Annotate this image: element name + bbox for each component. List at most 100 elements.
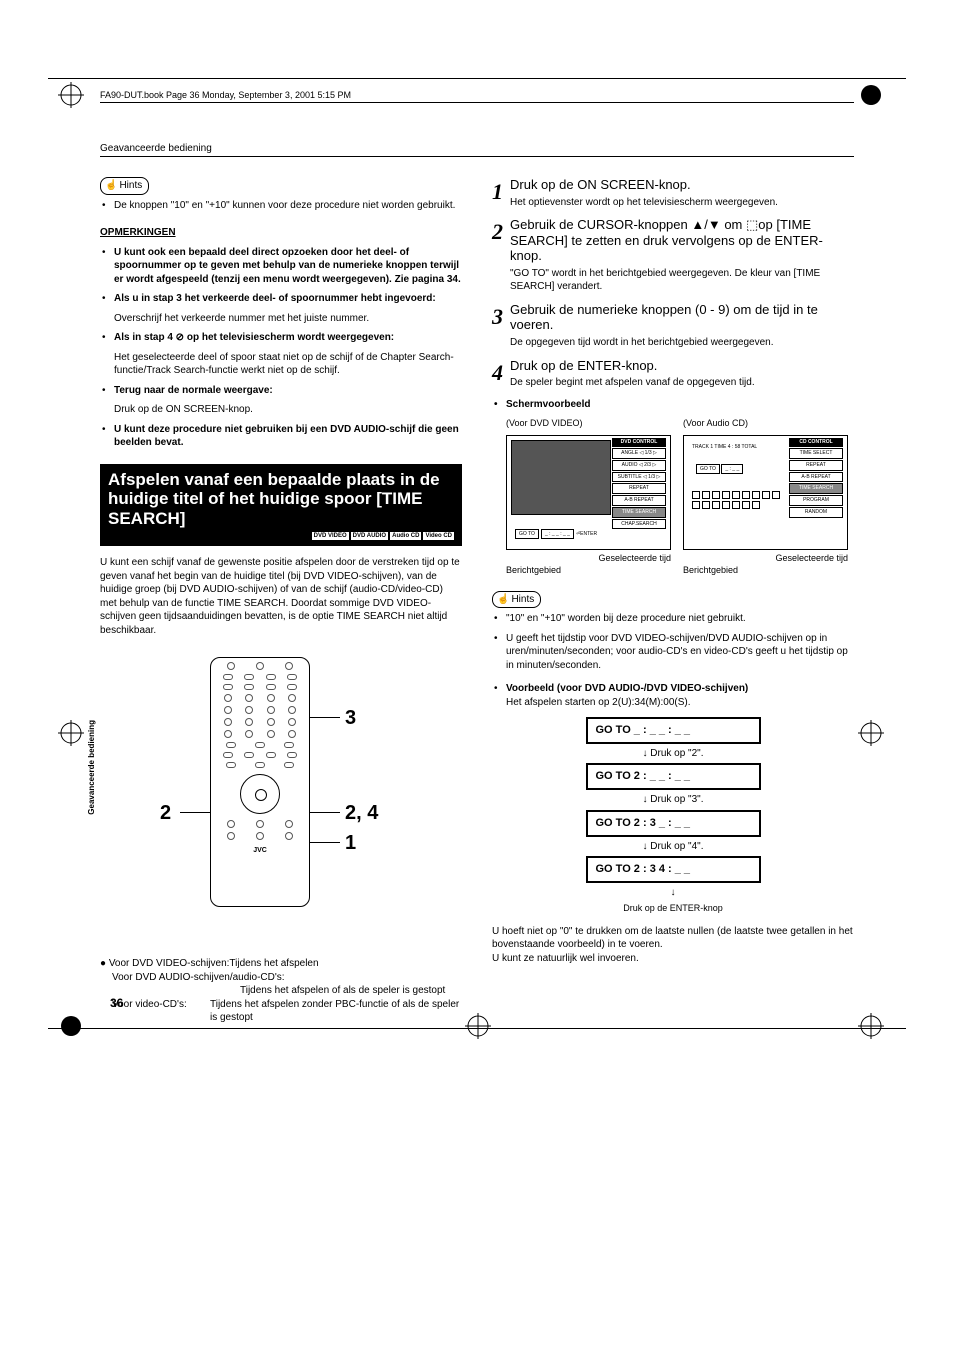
goto-value: _ : _ _ [721, 464, 743, 474]
step-1: 1 Druk op de ON SCREEN-knop. Het optieve… [492, 177, 854, 209]
file-stamp: FA90-DUT.book Page 36 Monday, September … [100, 90, 854, 103]
hints-label-text: Hints [119, 180, 142, 191]
step-3: 3 Gebruik de numerieke knoppen (0 - 9) o… [492, 302, 854, 350]
message-area-label: Berichtgebied [683, 564, 848, 576]
track-display: TRACK 1 TIME 4 : 58 TOTAL [692, 444, 757, 451]
hint-item: "10" en "+10" worden bij deze procedure … [506, 612, 854, 626]
dvd-opt-selected: TIME SEARCH [612, 507, 666, 518]
step-4: 4 Druk op de ENTER-knop. De speler begin… [492, 358, 854, 390]
hints-label-text: Hints [511, 594, 534, 605]
screen-caption-dvd: (Voor DVD VIDEO) [506, 417, 671, 429]
callout-2-4: 2, 4 [345, 800, 378, 827]
feature-heading-box: Afspelen vanaf een bepaalde plaats in de… [100, 464, 462, 547]
note-bold: U kunt deze procedure niet gebruiken bij… [114, 424, 459, 449]
voorbeeld-bold: Voorbeeld (voor DVD AUDIO-/DVD VIDEO-sch… [506, 683, 748, 694]
disc-note-line: ● Voor DVD VIDEO-schijven:Tijdens het af… [100, 957, 462, 971]
badge-dvd-audio: DVD AUDIO [351, 532, 388, 540]
goto-step-cell: GO TO 2 : 3 4 : _ _ [586, 856, 761, 883]
hints-badge: Hints [100, 177, 149, 195]
note-subtext: Druk op de ON SCREEN-knop. [100, 403, 462, 417]
selected-time-label: Geselecteerde tijd [683, 552, 848, 564]
dvd-screen-example: DVD CONTROL ANGLE ◁ 1/3 ▷ AUDIO ◁ 2/3 ▷ … [506, 435, 671, 550]
note-bold: U kunt ook een bepaald deel direct opzoe… [114, 247, 461, 285]
closing-para: U hoeft niet op "0" te drukken om de laa… [492, 925, 854, 952]
step-desc: De speler begint met afspelen vanaf de o… [510, 376, 854, 390]
hand-icon [497, 594, 511, 605]
dvd-opt: REPEAT [612, 483, 666, 494]
intro-paragraph: U kunt een schijf vanaf de gewenste posi… [100, 556, 462, 637]
disc-notes: ● Voor DVD VIDEO-schijven:Tijdens het af… [100, 957, 462, 1025]
cd-screen-example: TRACK 1 TIME 4 : 58 TOTAL GO TO _ : _ _ … [683, 435, 848, 550]
step-number: 1 [492, 177, 510, 209]
goto-step-arrow: ↓ Druk op "2". [586, 744, 761, 764]
step-desc: "GO TO" wordt in het berichtgebied weerg… [510, 267, 854, 294]
note-item: U kunt ook een bepaald deel direct opzoe… [114, 246, 462, 287]
note-subtext: Overschrijf het verkeerde nummer met het… [100, 312, 462, 326]
note-bold: Terug naar de normale weergave: [114, 385, 273, 396]
dvd-control-header: DVD CONTROL [612, 438, 666, 447]
goto-step-cell: GO TO 2 : _ _ : _ _ [586, 763, 761, 790]
cd-opt: RANDOM [789, 507, 843, 518]
note-subtext: Het geselecteerde deel of spoor staat ni… [100, 351, 462, 378]
hints-badge: Hints [492, 591, 541, 609]
step-title: Gebruik de numerieke knoppen (0 - 9) om … [510, 302, 854, 333]
note-bold: Als u in stap 3 het verkeerde deel- of s… [114, 293, 436, 304]
goto-sequence: GO TO _ : _ _ : _ _ ↓ Druk op "2". GO TO… [586, 717, 761, 915]
badge-dvd-video: DVD VIDEO [312, 532, 349, 540]
goto-step-arrow: ↓ Druk op "4". [586, 837, 761, 857]
dvd-opt: SUBTITLE ◁ 1/3 ▷ [612, 472, 666, 483]
voorbeeld-item: Voorbeeld (voor DVD AUDIO-/DVD VIDEO-sch… [506, 682, 854, 709]
voorbeeld-text: Het afspelen starten op 2(U):34(M):00(S)… [506, 697, 691, 708]
goto-step-cell: GO TO _ : _ _ : _ _ [586, 717, 761, 744]
step-number: 3 [492, 302, 510, 350]
hint-item: U geeft het tijdstip voor DVD VIDEO-schi… [506, 632, 854, 673]
goto-step-cell: GO TO 2 : 3 _ : _ _ [586, 810, 761, 837]
disc-note-value: Tijdens het afspelen zonder PBC-functie … [210, 998, 462, 1025]
cd-opt: TIME SELECT [789, 448, 843, 459]
schermvoorbeeld-label: Schermvoorbeeld [506, 398, 854, 412]
note-bold: Als in stap 4 ⊘ op het televisiescherm w… [114, 332, 394, 343]
note-item: Terug naar de normale weergave: [114, 384, 462, 398]
callout-1: 1 [345, 830, 356, 857]
step-title: Druk op de ON SCREEN-knop. [510, 177, 854, 193]
cd-opt: PROGRAM [789, 495, 843, 506]
right-column: 1 Druk op de ON SCREEN-knop. Het optieve… [492, 177, 854, 1025]
goto-label: GO TO [696, 464, 720, 474]
callout-2: 2 [160, 800, 171, 827]
closing-para: U kunt ze natuurlijk wel invoeren. [492, 952, 854, 966]
badge-audio-cd: Audio CD [390, 532, 421, 540]
step-title: Druk op de ENTER-knop. [510, 358, 854, 374]
goto-step-arrow: ↓ Druk op "3". [586, 790, 761, 810]
disc-note-line: Voor DVD AUDIO-schijven/audio-CD's: [100, 971, 462, 985]
step-2: 2 Gebruik de CURSOR-knoppen ▲/▼ om ⬚op [… [492, 217, 854, 294]
message-area-label: Berichtgebied [506, 564, 671, 576]
hand-icon [105, 180, 119, 191]
step-desc: Het optievenster wordt op het televisies… [510, 196, 854, 210]
goto-step-arrow: ↓ [586, 883, 761, 903]
page-number: 36 [110, 996, 123, 1010]
step-number: 4 [492, 358, 510, 390]
disc-badges: DVD VIDEO DVD AUDIO Audio CD Video CD [108, 532, 454, 540]
step-title: Gebruik de CURSOR-knoppen ▲/▼ om ⬚op [TI… [510, 217, 854, 264]
step-number: 2 [492, 217, 510, 294]
feature-title: Afspelen vanaf een bepaalde plaats in de… [108, 470, 454, 529]
dvd-opt: ANGLE ◁ 1/3 ▷ [612, 448, 666, 459]
enter-note: Druk op de ENTER-knop [586, 902, 761, 914]
left-column: Hints De knoppen "10" en "+10" kunnen vo… [100, 177, 462, 1025]
selected-time-label: Geselecteerde tijd [506, 552, 671, 564]
cd-control-header: CD CONTROL [789, 438, 843, 447]
side-tab: Geavanceerde bediening [88, 720, 97, 815]
note-item: U kunt deze procedure niet gebruiken bij… [114, 423, 462, 450]
step-desc: De opgegeven tijd wordt in het berichtge… [510, 336, 854, 350]
dvd-opt: CHAP.SEARCH [612, 519, 666, 530]
opmerkingen-title: OPMERKINGEN [100, 226, 462, 240]
dvd-opt: AUDIO ◁ 2/3 ▷ [612, 460, 666, 471]
disc-note-value: Tijdens het afspelen of als de speler is… [210, 984, 445, 998]
section-header: Geavanceerde bediening [100, 143, 854, 157]
goto-value: _ : _ _ : _ _ [541, 529, 574, 540]
cd-opt-selected: TIME SEARCH [789, 483, 843, 494]
hint-item: De knoppen "10" en "+10" kunnen voor dez… [114, 199, 462, 213]
goto-label: GO TO [515, 529, 539, 540]
dvd-opt: A-B REPEAT [612, 495, 666, 506]
cd-opt: REPEAT [789, 460, 843, 471]
